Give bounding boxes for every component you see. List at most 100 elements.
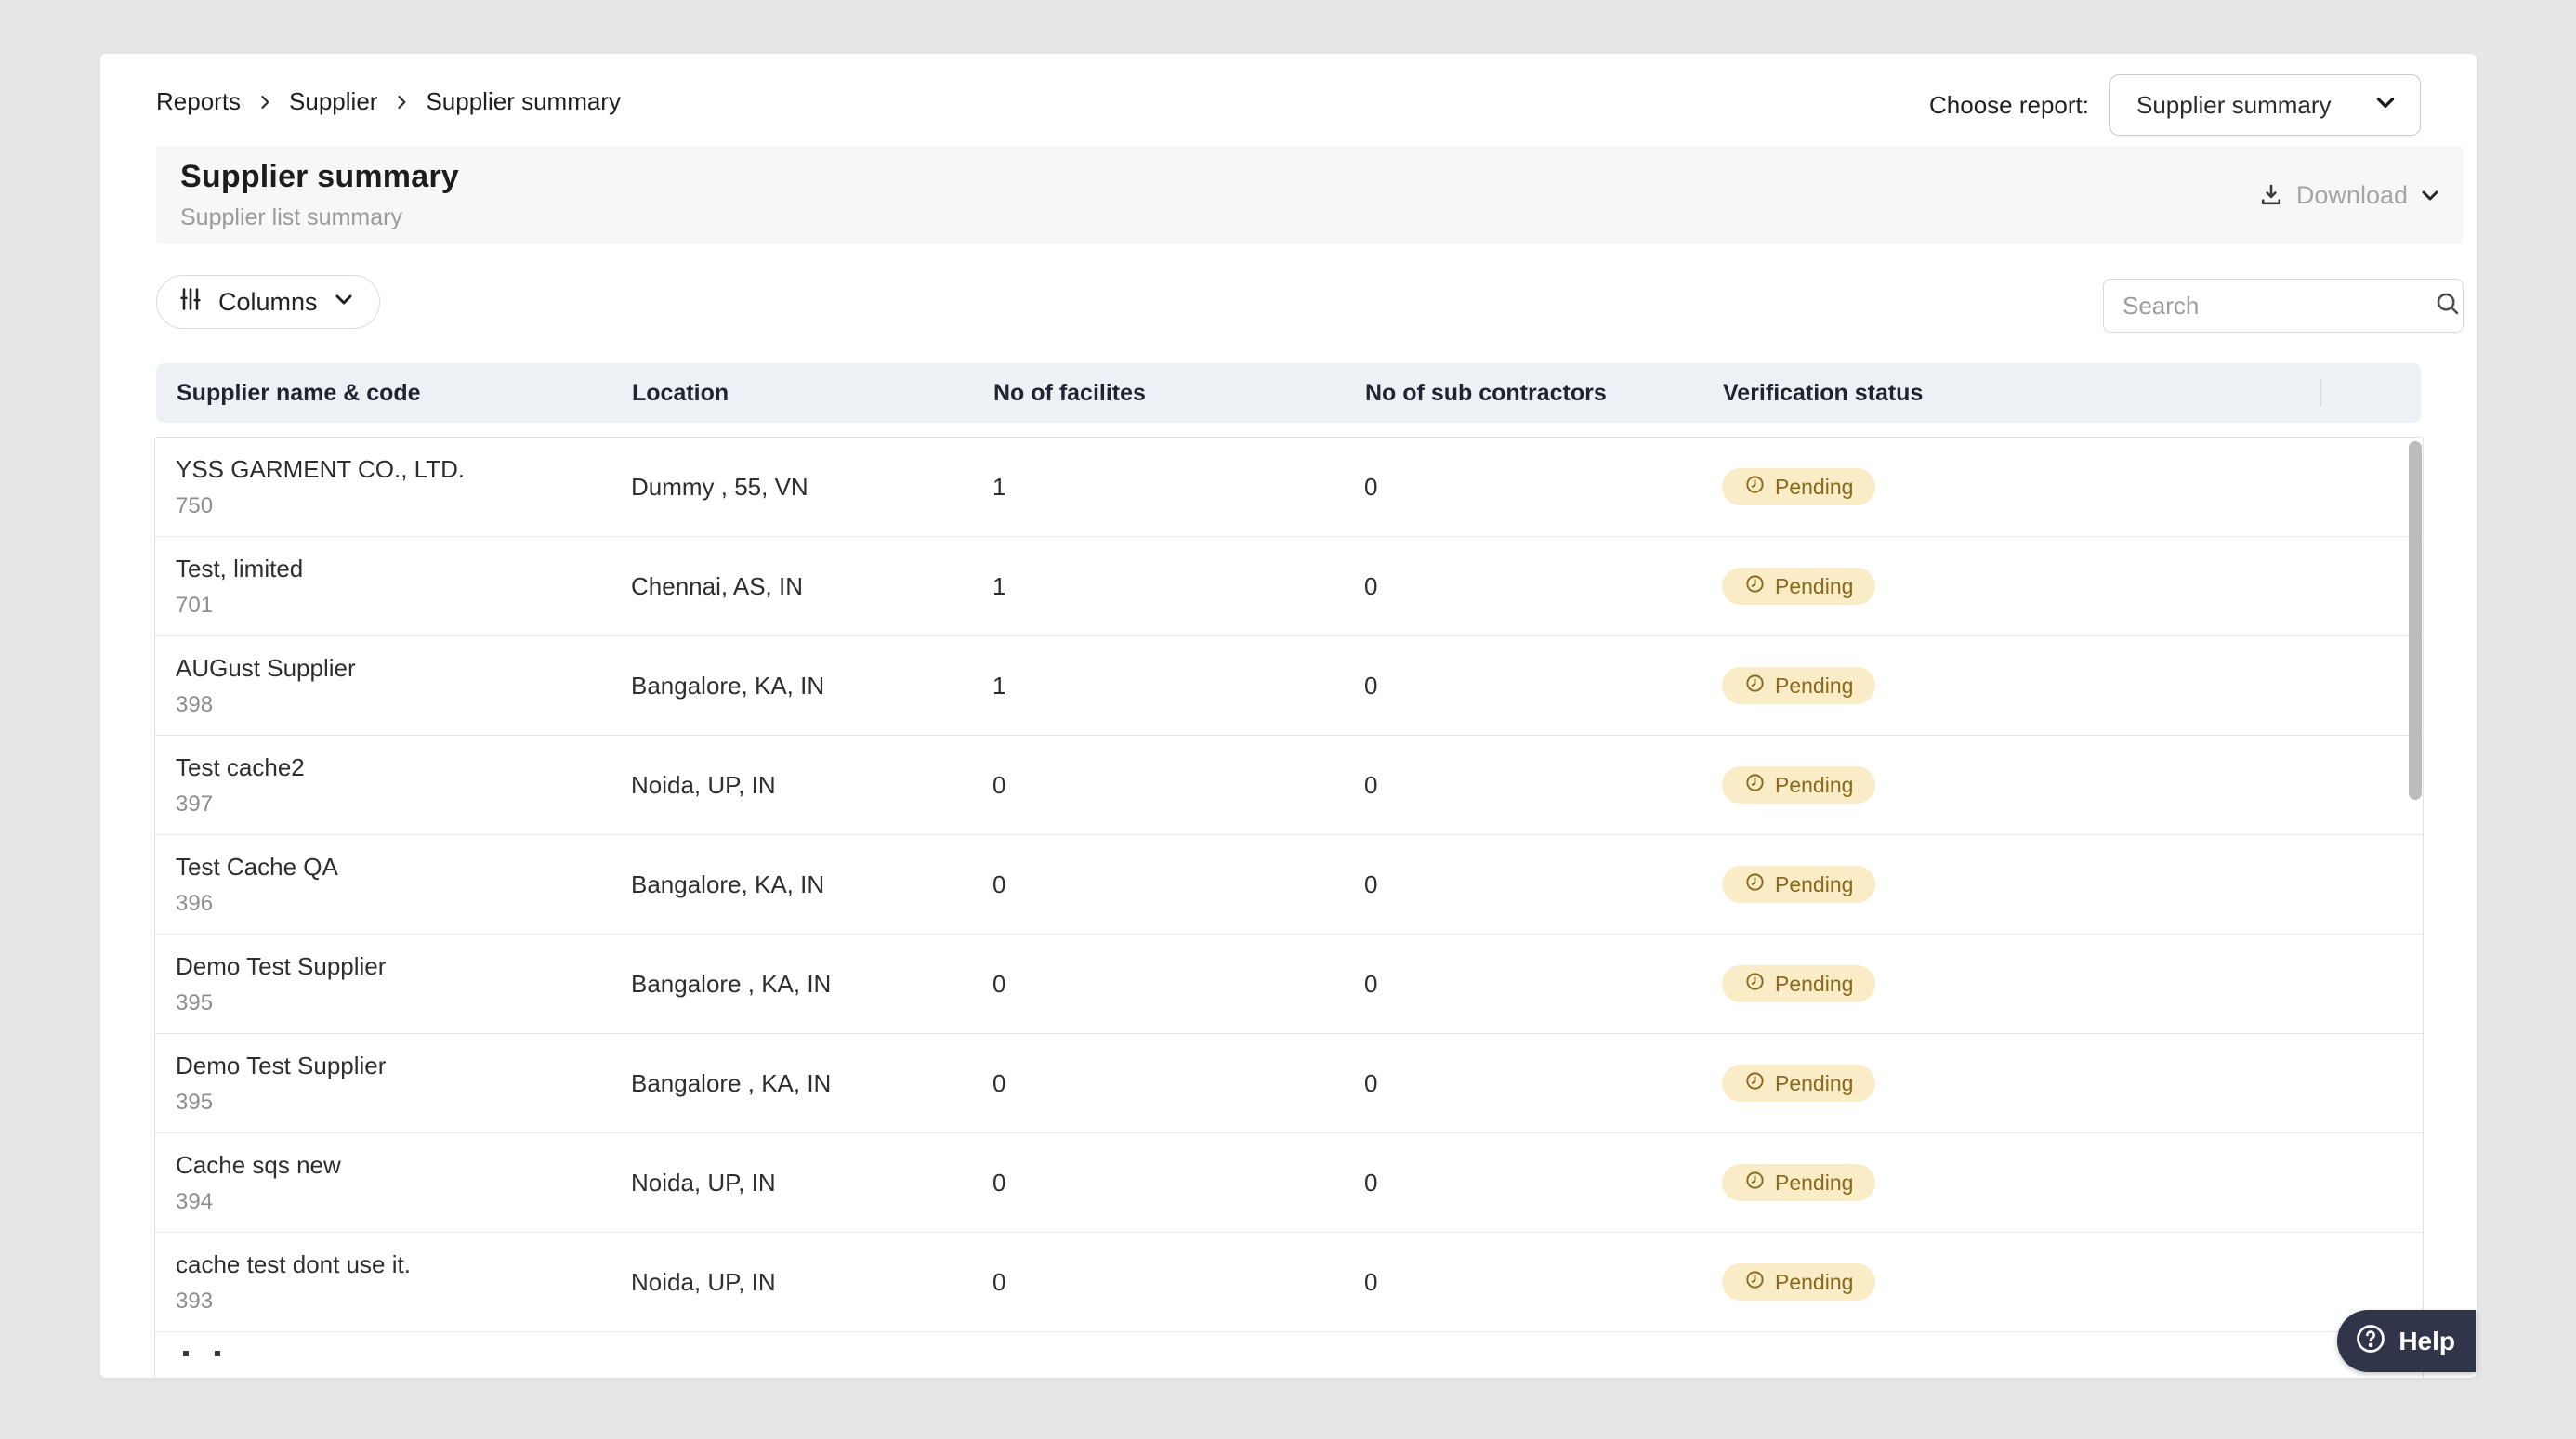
table-row[interactable]: Demo Test Supplier 395 Bangalore , KA, I… (155, 1034, 2423, 1133)
status-label: Pending (1775, 1070, 1854, 1095)
search-input[interactable] (2123, 291, 2434, 321)
location-cell: Bangalore , KA, IN (631, 1068, 832, 1097)
columns-button[interactable]: Columns (156, 275, 380, 329)
facilities-cell: 1 (992, 472, 1006, 501)
location-cell: Bangalore, KA, IN (631, 671, 825, 700)
table-row[interactable]: cache test dont use it. 393 Noida, UP, I… (155, 1233, 2423, 1332)
status-label: Pending (1775, 474, 1854, 499)
download-button[interactable]: Download (2257, 181, 2441, 210)
supplier-name-cell: Test, limited 701 (176, 555, 631, 619)
status-label: Pending (1775, 871, 1854, 896)
table-row[interactable]: Test cache2 397 Noida, UP, IN 0 0 Pendin… (155, 736, 2423, 835)
supplier-name: Test cache2 (176, 752, 305, 781)
page-subtitle: Supplier list summary (180, 204, 402, 230)
column-settings-icon (177, 286, 204, 319)
supplier-name-cell: Test cache2 397 (176, 753, 631, 818)
chevron-down-icon (333, 288, 355, 317)
sub-contractors-cell: 0 (1364, 472, 1378, 501)
sub-contractors-cell: 0 (1364, 1168, 1378, 1197)
status-label: Pending (1775, 573, 1854, 598)
status-label: Pending (1775, 673, 1854, 698)
status-label: Pending (1775, 971, 1854, 996)
facilities-cell: 1 (992, 671, 1006, 700)
supplier-code: 395 (176, 989, 214, 1015)
chevron-down-icon (2373, 90, 2398, 121)
supplier-code: 397 (176, 791, 214, 817)
supplier-name: Demo Test Supplier (176, 1051, 387, 1079)
facilities-cell: 0 (992, 969, 1006, 998)
search-box (2103, 279, 2464, 333)
status-badge: Pending (1722, 1065, 1876, 1102)
clock-icon (1744, 1269, 1766, 1296)
location-cell: Noida, UP, IN (631, 1168, 776, 1197)
clock-icon (1744, 1170, 1766, 1197)
status-badge: Pending (1722, 667, 1876, 704)
status-badge: Pending (1722, 568, 1876, 605)
title-wrap: Supplier summary Supplier list summary (180, 159, 459, 231)
vertical-scrollbar-thumb[interactable] (2409, 441, 2422, 800)
table-container: YSS GARMENT CO., LTD. 750 Dummy , 55, VN… (154, 437, 2424, 1378)
table-header: Supplier name & code Location No of faci… (156, 363, 2421, 423)
page-header: Supplier summary Supplier list summary D… (156, 146, 2464, 244)
status-label: Pending (1775, 772, 1854, 797)
clipped-text-fragment (183, 1351, 189, 1356)
col-facilities: No of facilites (993, 379, 1146, 406)
report-select-value: Supplier summary (2136, 90, 2332, 119)
sub-contractors-cell: 0 (1364, 770, 1378, 799)
status-label: Pending (1775, 1269, 1854, 1294)
supplier-name-cell: cache test dont use it. 393 (176, 1250, 631, 1315)
table-row[interactable]: Demo Test Supplier 395 Bangalore , KA, I… (155, 935, 2423, 1034)
table-row[interactable]: Test, limited 701 Chennai, AS, IN 1 0 Pe… (155, 537, 2423, 636)
choose-report-label: Choose report: (1929, 90, 2089, 119)
download-label: Download (2295, 180, 2408, 209)
supplier-name: Cache sqs new (176, 1150, 341, 1179)
status-badge: Pending (1722, 965, 1876, 1002)
col-verification-status: Verification status (1723, 379, 1924, 406)
status-badge: Pending (1722, 1263, 1876, 1301)
search-icon[interactable] (2434, 290, 2462, 322)
report-select-dropdown[interactable]: Supplier summary (2109, 74, 2421, 136)
chevron-right-icon (392, 93, 411, 111)
facilities-cell: 0 (992, 770, 1006, 799)
supplier-name: YSS GARMENT CO., LTD. (176, 454, 466, 483)
table-row[interactable]: AUGust Supplier 398 Bangalore, KA, IN 1 … (155, 636, 2423, 736)
choose-report-group: Choose report: Supplier summary (1929, 74, 2421, 136)
content-card: Reports Supplier Supplier summary Choose… (100, 54, 2477, 1378)
facilities-cell: 0 (992, 1168, 1006, 1197)
breadcrumb-supplier[interactable]: Supplier (289, 87, 378, 115)
status-badge: Pending (1722, 1164, 1876, 1201)
facilities-cell: 0 (992, 870, 1006, 898)
location-cell: Bangalore, KA, IN (631, 870, 825, 898)
help-label: Help (2399, 1326, 2455, 1355)
table-row[interactable]: Cache sqs new 394 Noida, UP, IN 0 0 Pend… (155, 1133, 2423, 1233)
supplier-name: AUGust Supplier (176, 653, 356, 682)
supplier-name-cell: YSS GARMENT CO., LTD. 750 (176, 455, 631, 519)
supplier-code: 750 (176, 492, 214, 518)
partial-row (155, 1332, 2423, 1377)
chevron-down-icon (2419, 184, 2441, 206)
supplier-name-cell: AUGust Supplier 398 (176, 654, 631, 718)
breadcrumb: Reports Supplier Supplier summary (156, 87, 621, 116)
page-title: Supplier summary (180, 159, 459, 194)
columns-label: Columns (218, 287, 318, 316)
breadcrumb-reports[interactable]: Reports (156, 87, 242, 115)
location-cell: Bangalore , KA, IN (631, 969, 832, 998)
status-badge: Pending (1722, 866, 1876, 903)
col-location: Location (632, 379, 729, 406)
help-button[interactable]: Help (2337, 1310, 2476, 1372)
supplier-name: Test Cache QA (176, 852, 338, 881)
status-label: Pending (1775, 1170, 1854, 1195)
sub-contractors-cell: 0 (1364, 1267, 1378, 1296)
sub-contractors-cell: 0 (1364, 870, 1378, 898)
sub-contractors-cell: 0 (1364, 969, 1378, 998)
supplier-name-cell: Test Cache QA 396 (176, 853, 631, 917)
supplier-code: 701 (176, 592, 214, 618)
supplier-code: 396 (176, 890, 214, 916)
clock-icon (1744, 474, 1766, 501)
clock-icon (1744, 871, 1766, 898)
download-icon (2257, 181, 2285, 209)
table-row[interactable]: Test Cache QA 396 Bangalore, KA, IN 0 0 … (155, 835, 2423, 935)
supplier-code: 398 (176, 691, 214, 717)
table-row[interactable]: YSS GARMENT CO., LTD. 750 Dummy , 55, VN… (155, 438, 2423, 537)
sub-contractors-cell: 0 (1364, 671, 1378, 700)
